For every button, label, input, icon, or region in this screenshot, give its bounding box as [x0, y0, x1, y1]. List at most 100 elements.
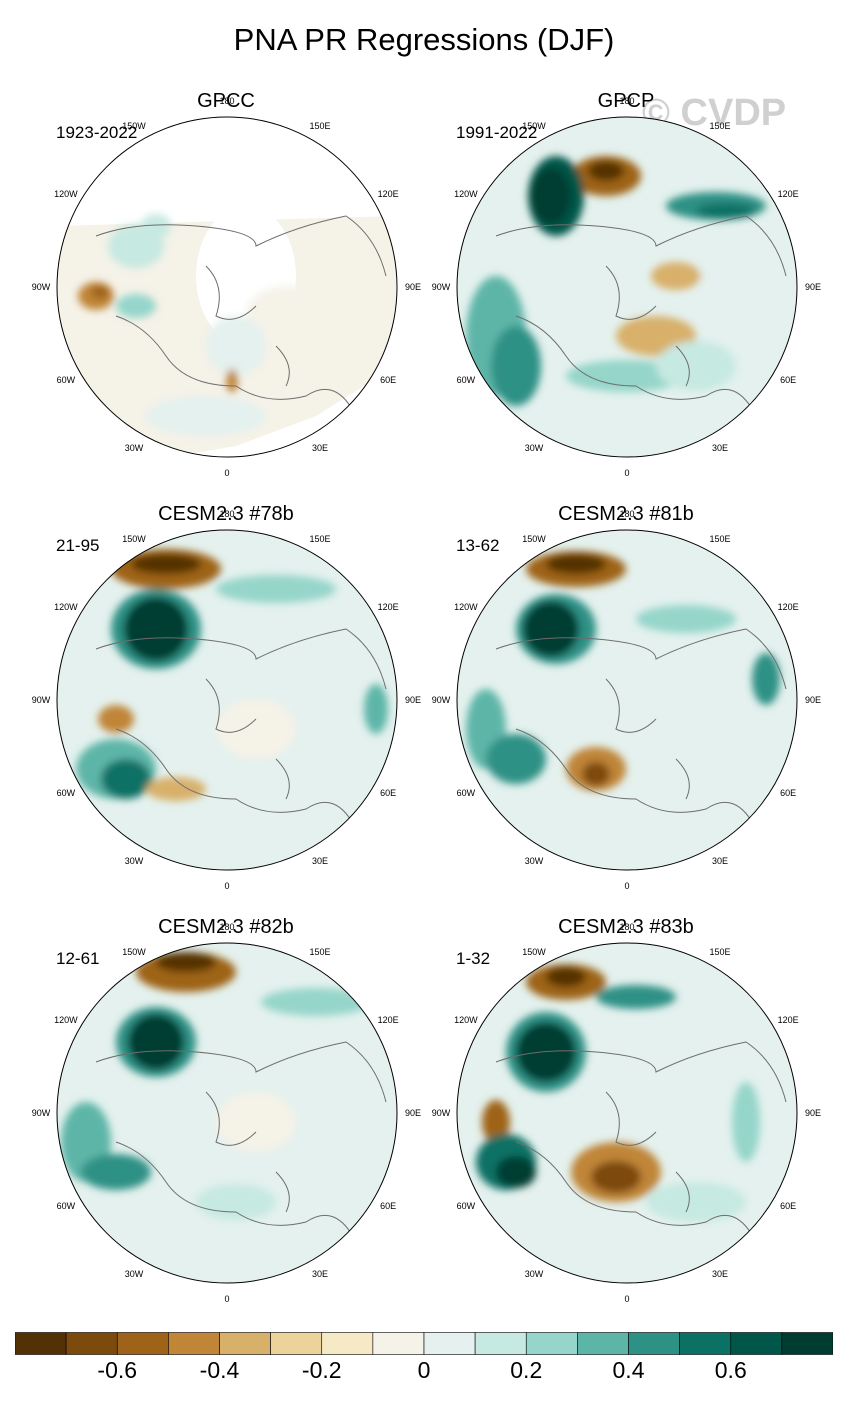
longitude-label: 150W [522, 120, 546, 131]
longitude-label: 150E [709, 533, 731, 544]
regression-anomaly [216, 1092, 296, 1152]
colorbar-segment [628, 1332, 680, 1355]
regression-anomaly [101, 759, 151, 799]
colorbar-segment [219, 1332, 271, 1355]
longitude-label: 60W [56, 788, 76, 798]
colorbar [15, 1332, 833, 1355]
map-boundary [456, 116, 798, 458]
colorbar-segment [730, 1332, 783, 1355]
longitude-label: 120E [777, 1015, 799, 1025]
map-boundary [56, 529, 398, 871]
regression-anomaly [131, 554, 201, 574]
polar-map [56, 529, 398, 871]
map-panel: CESM2.3 #81b 13-62 180 150E 120E 90E 60E 30E 0 30… [400, 501, 824, 911]
regression-anomaly [676, 729, 756, 789]
longitude-label: 60W [56, 375, 76, 385]
longitude-label: 150W [522, 946, 546, 957]
regression-anomaly [646, 1182, 746, 1222]
longitude-label: 120W [454, 602, 478, 612]
regression-anomaly [752, 653, 780, 705]
coastline [95, 215, 387, 417]
colorbar-tick-label: -0.6 [97, 1357, 138, 1383]
longitude-label: 180 [619, 509, 635, 519]
coastline [495, 1041, 787, 1243]
longitude-label: 150E [709, 946, 731, 957]
regression-anomaly [496, 1156, 536, 1188]
regression-anomaly [364, 684, 388, 734]
panel-period: 1991-2022 [456, 123, 538, 142]
longitude-label: 30E [311, 1269, 329, 1280]
longitude-label: 180 [619, 96, 635, 106]
panel-period: 21-95 [56, 536, 100, 555]
regression-anomaly [651, 262, 701, 290]
longitude-label: 30E [711, 443, 729, 454]
regression-anomaly [206, 316, 266, 376]
longitude-label: 120W [54, 1015, 78, 1025]
colorbar-tick-label: 0.6 [714, 1357, 747, 1383]
longitude-label: 90W [31, 1108, 51, 1118]
longitude-label: 0 [624, 881, 630, 891]
longitude-label: 30W [524, 443, 544, 454]
regression-anomaly [146, 777, 206, 801]
colorbar-tick-label: -0.4 [199, 1357, 240, 1383]
coastline [95, 628, 387, 830]
longitude-label: 120W [454, 1015, 478, 1025]
regression-anomaly [261, 988, 371, 1016]
colorbar-segment [168, 1332, 220, 1355]
colorbar-segment [781, 1332, 833, 1355]
longitude-label: 150E [309, 120, 331, 131]
colorbar-segment [65, 1332, 118, 1355]
longitude-label: 90W [431, 282, 451, 292]
longitude-label: 0 [224, 881, 230, 891]
regression-anomaly [656, 341, 736, 391]
longitude-label: 120E [377, 1015, 399, 1025]
colorbar-tick-label: -0.2 [301, 1357, 342, 1383]
panel-title: CESM2.3 #83b [558, 916, 694, 938]
colorbar-segment [321, 1332, 374, 1355]
map-boundary [456, 942, 798, 1284]
regression-anomaly [156, 952, 216, 972]
longitude-label: 120W [54, 189, 78, 199]
regression-anomaly [486, 734, 546, 784]
regression-anomaly [531, 168, 571, 224]
regression-anomaly [636, 605, 736, 633]
regression-anomaly [596, 985, 676, 1009]
longitude-label: 0 [224, 1294, 230, 1304]
longitude-label: 30E [311, 856, 329, 867]
longitude-label: 180 [219, 96, 235, 106]
longitude-label: 30W [124, 856, 144, 867]
map-panel: GPCP 1991-2022 180 150E 120E 90E 60E 30E 0 30W 60W… [400, 88, 824, 498]
polar-map [456, 529, 798, 871]
longitude-label: 60W [56, 1201, 76, 1211]
coastline [495, 628, 787, 830]
longitude-label: 90W [431, 1108, 451, 1118]
longitude-label: 150W [522, 533, 546, 544]
longitude-label: 150W [122, 946, 146, 957]
regression-anomaly [216, 575, 336, 603]
colorbar-segment [474, 1332, 527, 1355]
regression-anomaly [582, 762, 610, 786]
regression-anomaly [588, 161, 624, 181]
figure-title: PNA PR Regressions (DJF) [233, 22, 615, 57]
longitude-label: 0 [624, 1294, 630, 1304]
colorbar-segment [15, 1332, 67, 1355]
longitude-label: 0 [624, 468, 630, 478]
regression-anomaly [98, 705, 134, 733]
panel-title: CESM2.3 #82b [158, 916, 294, 938]
longitude-label: 30W [524, 856, 544, 867]
longitude-label: 90E [404, 695, 422, 705]
panel-title: CESM2.3 #78b [158, 503, 294, 525]
panel-period: 13-62 [456, 536, 500, 555]
regression-anomaly [696, 203, 756, 219]
longitude-label: 150E [709, 120, 731, 131]
longitude-label: 120E [777, 189, 799, 199]
regression-anomaly [546, 967, 586, 987]
map-panel: GPCC 1923-2022 180 150E 120E 90E 60E 30E 0 30W 60W… [0, 88, 424, 498]
longitude-label: 150W [122, 120, 146, 131]
longitude-label: 30W [524, 1269, 544, 1280]
longitude-label: 90W [431, 695, 451, 705]
longitude-label: 180 [219, 922, 235, 932]
map-boundary [456, 529, 798, 871]
longitude-label: 30E [311, 443, 329, 454]
regression-anomaly [226, 369, 238, 393]
